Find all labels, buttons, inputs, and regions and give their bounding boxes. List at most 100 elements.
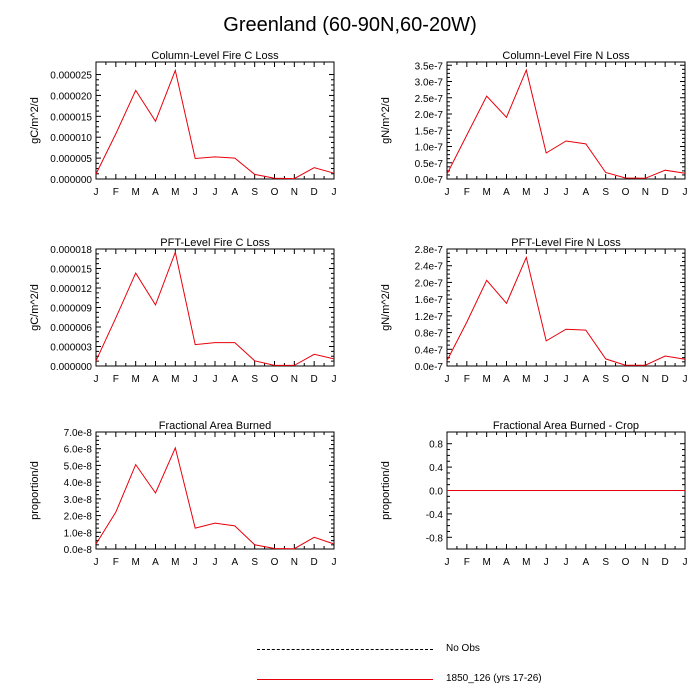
y-tick-label: 0.000015 [50, 265, 92, 276]
x-tick-label: J [445, 374, 450, 385]
x-tick-label: S [602, 557, 609, 568]
y-axis-label: proportion/d [29, 461, 41, 520]
x-tick-label: A [582, 374, 589, 385]
y-tick-label: 5.0e-8 [64, 461, 93, 472]
x-tick-label: J [544, 187, 549, 198]
plot-frame [95, 61, 335, 180]
x-tick-label: A [231, 187, 238, 198]
y-tick-label: 3.0e-8 [64, 495, 93, 506]
x-tick-label: J [544, 557, 549, 568]
x-tick-label: D [662, 374, 669, 385]
x-tick-label: N [642, 187, 649, 198]
x-tick-label: N [291, 374, 298, 385]
y-tick-label: 0.8 [429, 440, 443, 451]
series-line-1 [446, 68, 686, 179]
y-tick-label: 0.8e-7 [415, 329, 444, 340]
plot-frame [446, 61, 686, 180]
x-tick-label: M [131, 374, 139, 385]
x-tick-label: A [582, 557, 589, 568]
x-tick-label: S [602, 187, 609, 198]
x-tick-label: F [113, 187, 119, 198]
y-tick-label: 2.0e-7 [415, 278, 444, 289]
plot-frame [95, 248, 335, 367]
x-tick-label: A [231, 557, 238, 568]
y-tick-label: 0.000018 [50, 245, 92, 256]
panel-title: Column-Level Fire C Loss [151, 50, 279, 62]
y-tick-label: 2.0e-7 [415, 110, 444, 121]
y-tick-label: 7.0e-8 [64, 428, 93, 439]
x-tick-label: D [662, 557, 669, 568]
y-tick-label: 0.000020 [50, 91, 92, 102]
x-tick-label: M [522, 374, 530, 385]
panel-title: Fractional Area Burned - Crop [493, 420, 639, 432]
x-tick-label: J [94, 187, 99, 198]
y-tick-label: 1.2e-7 [415, 312, 444, 323]
y-tick-label: 0.000000 [50, 175, 92, 186]
x-tick-label: J [332, 557, 337, 568]
y-tick-label: 0.0e-7 [415, 362, 444, 373]
y-tick-label: 0.000006 [50, 323, 92, 334]
x-tick-label: A [582, 187, 589, 198]
panel-title: PFT-Level Fire C Loss [160, 237, 270, 249]
y-tick-label: 2.5e-7 [415, 94, 444, 105]
chart-panel-6: Fractional Area Burned - Crop J F M A M J J A S O N… [380, 420, 688, 568]
x-tick-label: M [522, 557, 530, 568]
x-tick-label: A [503, 187, 510, 198]
y-axis-label: proportion/d [380, 461, 392, 520]
y-axis-label: gN/m^2/d [380, 97, 392, 144]
y-tick-label: 3.0e-7 [415, 78, 444, 89]
x-tick-label: J [564, 374, 569, 385]
x-tick-label: M [482, 374, 490, 385]
plot-frame [446, 248, 686, 367]
x-tick-label: M [131, 187, 139, 198]
y-axis-label: gC/m^2/d [29, 97, 41, 144]
x-tick-label: J [332, 374, 337, 385]
y-tick-label: 0.0e-8 [64, 545, 93, 556]
x-tick-label: J [683, 557, 688, 568]
page-title: Greenland (60-90N,60-20W) [223, 14, 477, 36]
plot-frame [95, 431, 335, 550]
x-tick-label: J [213, 187, 218, 198]
x-tick-label: M [171, 374, 179, 385]
y-tick-label: 1.0e-8 [64, 528, 93, 539]
y-tick-label: 0.0e-7 [415, 175, 444, 186]
x-tick-label: F [113, 374, 119, 385]
y-tick-label: 3.5e-7 [415, 61, 444, 72]
x-tick-label: M [171, 187, 179, 198]
y-tick-label: 0.000025 [50, 71, 92, 82]
x-tick-label: J [94, 557, 99, 568]
x-tick-label: A [152, 374, 159, 385]
x-tick-label: N [291, 557, 298, 568]
x-tick-label: F [464, 374, 470, 385]
y-tick-label: 0.000015 [50, 112, 92, 123]
y-tick-label: 2.4e-7 [415, 262, 444, 273]
x-tick-label: J [213, 374, 218, 385]
x-tick-label: D [662, 187, 669, 198]
x-tick-label: A [503, 557, 510, 568]
y-tick-label: -0.8 [426, 533, 444, 544]
x-tick-label: J [193, 557, 198, 568]
x-tick-label: S [251, 187, 258, 198]
y-tick-label: 4.0e-8 [64, 478, 93, 489]
x-tick-label: J [544, 374, 549, 385]
x-tick-label: F [464, 557, 470, 568]
x-tick-label: J [445, 557, 450, 568]
x-tick-label: S [251, 374, 258, 385]
x-tick-label: J [683, 187, 688, 198]
y-tick-label: 0.000005 [50, 154, 92, 165]
x-tick-label: J [564, 557, 569, 568]
x-tick-label: O [622, 187, 630, 198]
series-line-1 [95, 250, 335, 366]
y-tick-label: 0.000012 [50, 284, 92, 295]
x-tick-label: A [503, 374, 510, 385]
y-tick-label: 1.0e-7 [415, 143, 444, 154]
x-tick-label: O [271, 187, 279, 198]
x-tick-label: O [271, 557, 279, 568]
x-tick-label: M [482, 187, 490, 198]
x-tick-label: D [311, 374, 318, 385]
